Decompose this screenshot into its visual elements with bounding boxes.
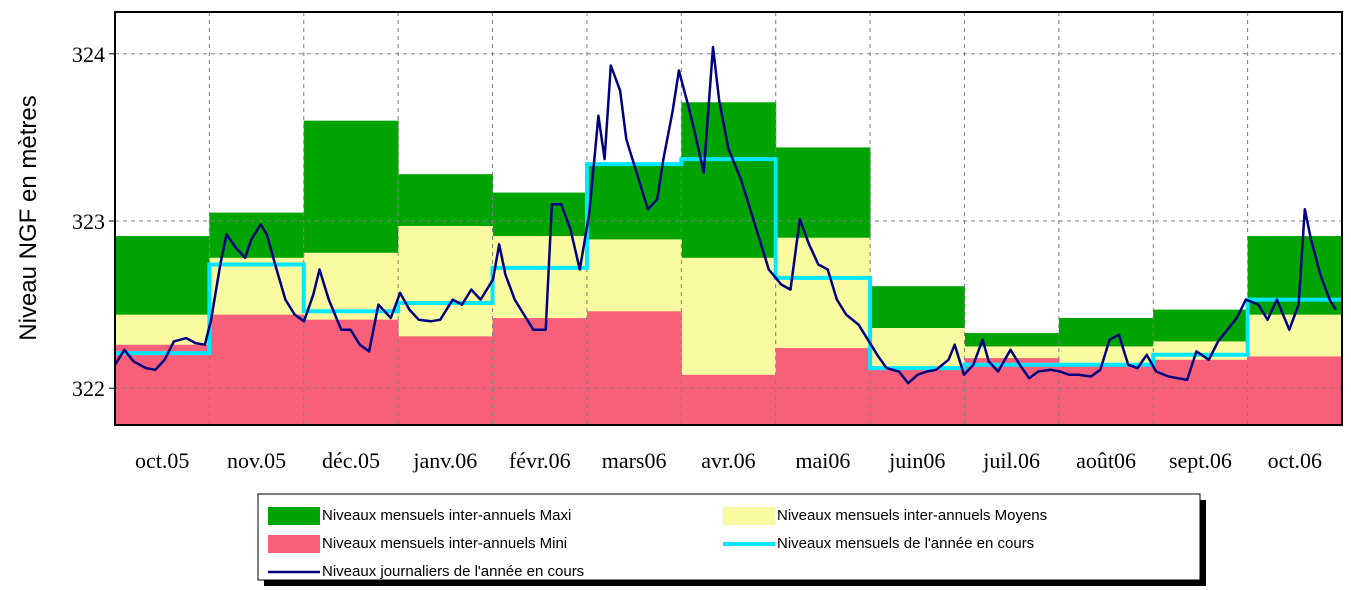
- area-step: [492, 317, 588, 425]
- area-step: [1153, 359, 1249, 425]
- area-step: [303, 319, 399, 425]
- y-tick-label: 322: [72, 376, 105, 401]
- legend-label: Niveaux mensuels inter-annuels Moyens: [777, 507, 1047, 524]
- x-tick-label: juil.06: [982, 448, 1040, 473]
- legend-swatch: [723, 507, 775, 525]
- y-axis-label: Niveau NGF en mètres: [15, 95, 42, 340]
- area-step: [870, 369, 965, 425]
- area-step: [398, 336, 494, 425]
- x-tick-label: oct.06: [1268, 448, 1322, 473]
- y-tick-label: 324: [72, 42, 105, 67]
- legend-label: Niveaux mensuels inter-annuels Mini: [322, 535, 567, 552]
- x-tick-label: janv.06: [412, 448, 477, 473]
- x-tick-label: déc.05: [322, 448, 380, 473]
- x-tick-label: févr.06: [509, 448, 571, 473]
- area-step: [209, 314, 305, 425]
- area-step: [775, 348, 871, 425]
- daily-line: [113, 45, 1337, 385]
- x-tick-label: mai06: [795, 448, 850, 473]
- legend-label: Niveaux mensuels de l'année en cours: [777, 535, 1034, 552]
- y-tick-label: 323: [72, 209, 105, 234]
- legend-label: Niveaux mensuels inter-annuels Maxi: [322, 507, 571, 524]
- x-tick-label: juin06: [888, 448, 945, 473]
- legend-label: Niveaux journaliers de l'année en cours: [322, 563, 584, 580]
- x-tick-label: mars06: [602, 448, 667, 473]
- legend-swatch: [268, 535, 320, 553]
- area-step: [1247, 356, 1343, 425]
- x-tick-label: août06: [1076, 448, 1136, 473]
- area-step: [964, 358, 1060, 425]
- area-step: [586, 311, 682, 425]
- x-tick-label: oct.05: [135, 448, 189, 473]
- x-tick-label: sept.06: [1169, 448, 1232, 473]
- legend-swatch: [268, 507, 320, 525]
- x-tick-label: avr.06: [701, 448, 755, 473]
- plot-area: 322 323 324 oct.05 nov.05 déc.05 janv.06 févr.0…: [72, 11, 1343, 473]
- x-tick-label: nov.05: [227, 448, 286, 473]
- area-step: [681, 374, 777, 425]
- plot-frame: [114, 11, 1343, 426]
- legend-items: Niveaux mensuels inter-annuels Maxi Nivea…: [268, 507, 1047, 580]
